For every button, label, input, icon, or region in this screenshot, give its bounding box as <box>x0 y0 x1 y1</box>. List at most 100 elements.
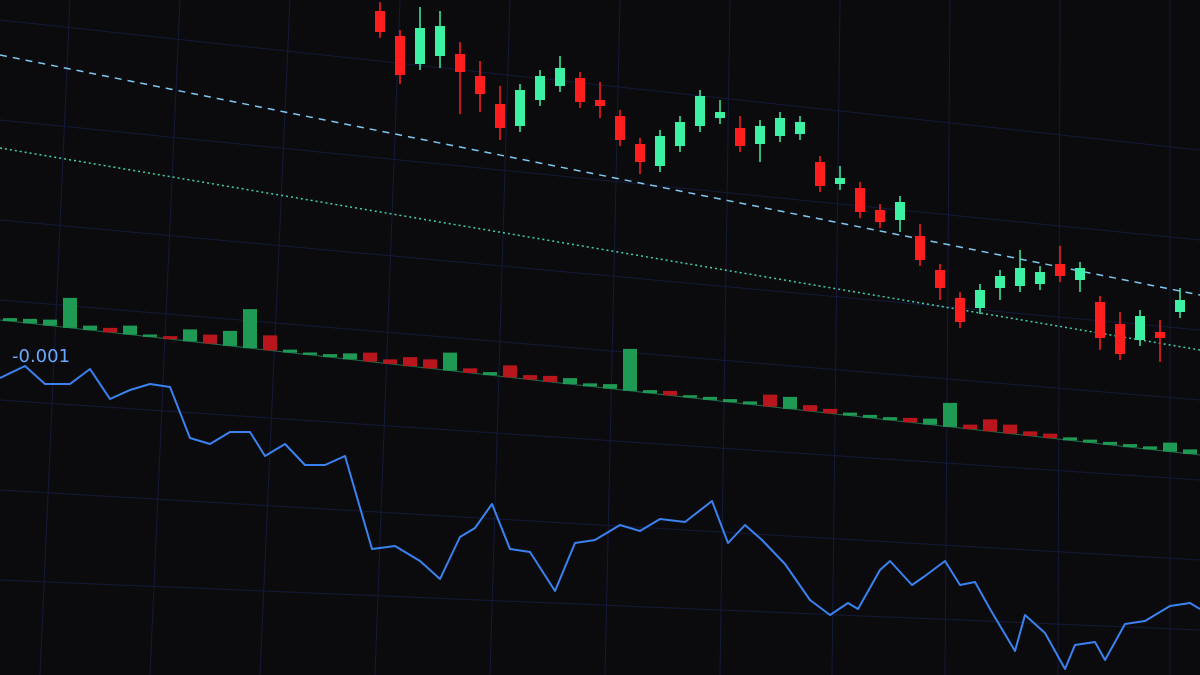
volume-bar <box>303 352 317 355</box>
candle-body <box>875 210 885 222</box>
volume-bar <box>723 399 737 403</box>
candle-body <box>715 112 725 118</box>
candle-body <box>995 276 1005 288</box>
volume-bar <box>983 419 997 432</box>
volume-bar <box>383 359 397 364</box>
volume-bar <box>883 417 897 421</box>
volume-bar <box>543 375 557 382</box>
candle-body <box>675 122 685 146</box>
volume-bar <box>943 402 957 427</box>
candle-body <box>375 11 385 32</box>
candle-body <box>815 162 825 186</box>
volume-bar <box>223 330 237 346</box>
volume-bar <box>1163 442 1177 452</box>
volume-bar <box>703 396 717 400</box>
volume-bar <box>1123 444 1137 448</box>
volume-bar <box>823 408 837 414</box>
volume-bar <box>3 318 17 322</box>
volume-bar <box>43 319 57 326</box>
volume-bar <box>183 329 197 342</box>
volume-bar <box>1083 439 1097 443</box>
moving-average-dotted <box>0 147 1200 351</box>
candle-body <box>615 116 625 140</box>
volume-bar <box>803 405 817 412</box>
volume-bar <box>783 396 797 409</box>
volume-baseline <box>0 319 1200 456</box>
candle-body <box>1155 332 1165 338</box>
candle-body <box>955 298 965 322</box>
candle-body <box>1035 272 1045 284</box>
candle-body <box>635 144 645 162</box>
volume-bar <box>903 417 917 423</box>
candle-body <box>415 28 425 64</box>
volume-bar <box>143 334 157 337</box>
volume-bar <box>283 349 297 353</box>
candle-body <box>1075 268 1085 280</box>
candle-body <box>1095 302 1105 338</box>
candle-body <box>435 26 445 56</box>
volume-bar <box>1063 437 1077 441</box>
volume-bar <box>923 418 937 425</box>
candle-body <box>975 290 985 308</box>
candle-body <box>835 178 845 184</box>
candle-body <box>655 136 665 166</box>
volume-bar <box>163 336 177 340</box>
candle-body <box>595 100 605 106</box>
volume-bar <box>503 365 517 378</box>
candle-body <box>535 76 545 100</box>
volume-bar <box>443 352 457 371</box>
volume-bar <box>683 395 697 398</box>
volume-bar <box>343 353 357 360</box>
volume-bar <box>1183 449 1197 454</box>
volume-bar <box>763 394 777 407</box>
volume-bar <box>483 372 497 376</box>
volume-bar <box>1023 431 1037 436</box>
volume-bar <box>623 348 637 391</box>
volume-bar <box>1103 441 1117 445</box>
volume-bar <box>263 335 277 351</box>
volume-bar <box>643 390 657 394</box>
candle-body <box>755 126 765 144</box>
volume-bar <box>1043 433 1057 439</box>
volume-bar <box>363 352 377 362</box>
candle-body <box>555 68 565 86</box>
volume-bar <box>843 412 857 416</box>
volume-bar <box>83 325 97 331</box>
candle-body <box>855 188 865 212</box>
moving-average-dashed <box>0 54 1200 296</box>
candle-body <box>1015 268 1025 286</box>
volume-bar <box>63 297 77 328</box>
candle-body <box>1175 300 1185 312</box>
candle-body <box>495 104 505 128</box>
candle-body <box>735 128 745 146</box>
candle-body <box>515 90 525 126</box>
candle-body <box>775 118 785 136</box>
volume-bar <box>403 357 417 367</box>
volume-bar <box>583 383 597 387</box>
volume-bar <box>203 334 217 344</box>
y-tick-label: -0.001 <box>12 346 70 367</box>
volume-bar <box>23 318 37 324</box>
candle-body <box>1055 264 1065 276</box>
candle-body <box>935 270 945 288</box>
indicator-line <box>0 365 1200 670</box>
candle-body <box>795 122 805 134</box>
volume-bar <box>523 375 537 380</box>
volume-bar <box>963 424 977 430</box>
volume-bar <box>123 325 137 335</box>
candle-body <box>575 78 585 102</box>
volume-bar <box>663 390 677 396</box>
volume-bar <box>323 354 337 358</box>
volume-bar <box>743 401 757 405</box>
volume-bar <box>1143 446 1157 450</box>
volume-bar <box>103 327 117 333</box>
candle-body <box>915 236 925 260</box>
candle-body <box>1135 316 1145 340</box>
candle-body <box>395 36 405 75</box>
candle-body <box>895 202 905 220</box>
volume-bar <box>603 384 617 389</box>
candle-body <box>475 76 485 94</box>
candle-body <box>455 54 465 72</box>
